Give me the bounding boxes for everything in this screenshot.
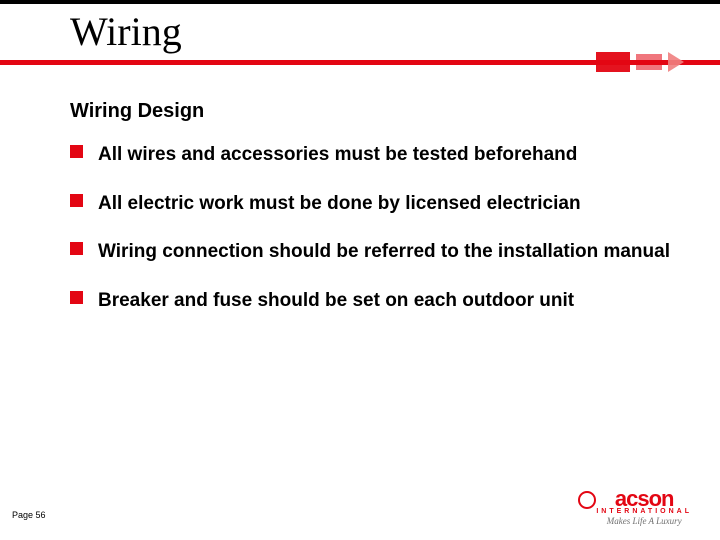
header-accent-shapes [596,52,684,72]
accent-box-small [636,54,662,70]
title-block: Wiring [0,4,720,55]
bullet-item: All wires and accessories must be tested… [70,143,670,168]
bullet-list: All wires and accessories must be tested… [70,143,670,314]
accent-box [596,52,630,72]
logo-main-text: acson [596,489,692,509]
logo-tagline: Makes Life A Luxury [596,516,692,526]
accent-arrow [668,52,684,72]
logo-ring-icon [578,491,596,509]
logo-international-text: INTERNATIONAL [596,508,692,515]
slide-title: Wiring [70,8,720,55]
brand-logo: acson INTERNATIONAL Makes Life A Luxury [596,489,692,526]
bullet-item: Wiring connection should be referred to … [70,240,670,265]
page-number: Page 56 [12,510,46,520]
content-subtitle: Wiring Design [70,100,670,123]
content-area: Wiring Design All wires and accessories … [70,100,670,338]
bullet-item: Breaker and fuse should be set on each o… [70,289,670,314]
bullet-item: All electric work must be done by licens… [70,192,670,217]
